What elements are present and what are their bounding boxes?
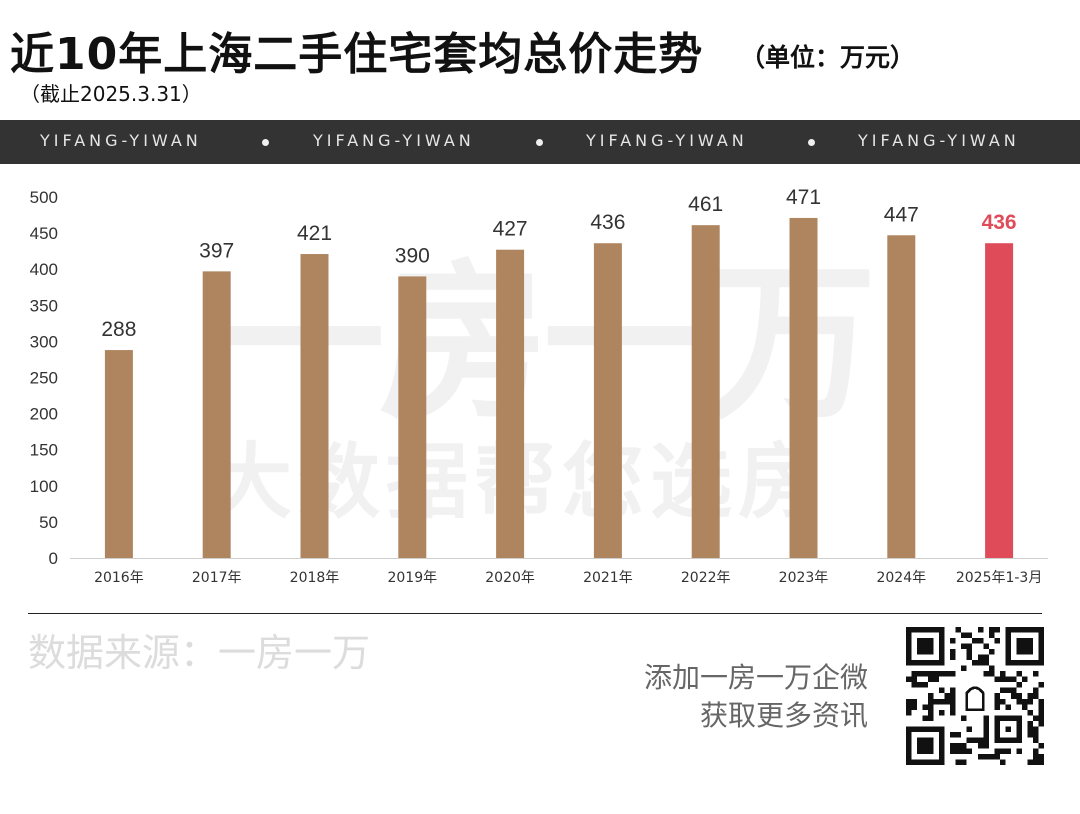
qr-code-icon[interactable]: [906, 626, 1044, 766]
banner-dot: [536, 139, 543, 146]
x-tick-label: 2019年: [387, 570, 437, 586]
bar: [985, 243, 1014, 558]
banner-text: YIFANG-YIWAN: [313, 131, 475, 150]
bar-value-label: 471: [786, 186, 821, 209]
x-tick-label: 2016年: [94, 570, 144, 586]
y-tick-label: 300: [30, 332, 58, 351]
x-tick-label: 2024年: [876, 570, 926, 586]
bar: [300, 254, 329, 558]
y-tick-label: 450: [30, 224, 58, 243]
data-source: 数据来源：一房一万: [28, 631, 371, 675]
banner-text: YIFANG-YIWAN: [586, 131, 748, 150]
x-tick-label: 2020年: [485, 570, 535, 586]
bar-chart: 0 50 100 150 200 250 300 350 400 450 500 288 2016年 39…: [30, 186, 1048, 586]
y-tick-label: 400: [30, 260, 58, 279]
date-note: （截止2025.3.31）: [20, 82, 202, 106]
bar-value-label: 390: [395, 244, 430, 267]
bar: [593, 243, 622, 558]
brand-banner: YIFANG-YIWAN YIFANG-YIWAN YIFANG-YIWAN Y…: [0, 120, 1080, 164]
chart-title: 近10年上海二手住宅套均总价走势: [10, 29, 704, 80]
bar-value-label: 421: [297, 222, 332, 245]
x-tick-label: 2018年: [290, 570, 340, 586]
bar: [496, 249, 525, 558]
y-tick-label: 200: [30, 405, 58, 424]
y-tick-label: 350: [30, 296, 58, 315]
bar-value-label: 436: [982, 211, 1017, 234]
bar-value-label: 427: [493, 218, 528, 241]
banner-text: YIFANG-YIWAN: [40, 131, 202, 150]
y-tick-label: 50: [39, 513, 58, 532]
y-tick-label: 150: [30, 441, 58, 460]
bar-value-label: 288: [101, 318, 136, 341]
bar: [104, 350, 133, 558]
bar: [691, 225, 720, 558]
y-tick-label: 0: [49, 549, 58, 568]
divider: [28, 613, 1042, 614]
bar-value-label: 397: [199, 239, 234, 262]
y-tick-label: 100: [30, 477, 58, 496]
bar: [789, 217, 818, 559]
banner-dot: [262, 139, 269, 146]
bar: [887, 235, 916, 558]
y-tick-label: 500: [30, 188, 58, 207]
y-tick-label: 250: [30, 369, 58, 388]
unit-note: （单位：万元）: [740, 43, 916, 72]
x-tick-label: 2021年: [583, 570, 633, 586]
bar-value-label: 447: [884, 203, 919, 226]
promo-line-2: 获取更多资讯: [699, 699, 868, 732]
x-tick-label: 2025年1-3月: [956, 570, 1043, 586]
promo-line-1: 添加一房一万企微: [643, 661, 868, 694]
x-tick-label: 2017年: [192, 570, 242, 586]
bar-value-label: 436: [590, 211, 625, 234]
banner-dot: [808, 139, 815, 146]
bar: [398, 276, 427, 558]
bar: [202, 271, 231, 558]
banner-text: YIFANG-YIWAN: [858, 131, 1020, 150]
x-tick-label: 2022年: [681, 570, 731, 586]
x-tick-label: 2023年: [779, 570, 829, 586]
bar-value-label: 461: [688, 193, 723, 216]
